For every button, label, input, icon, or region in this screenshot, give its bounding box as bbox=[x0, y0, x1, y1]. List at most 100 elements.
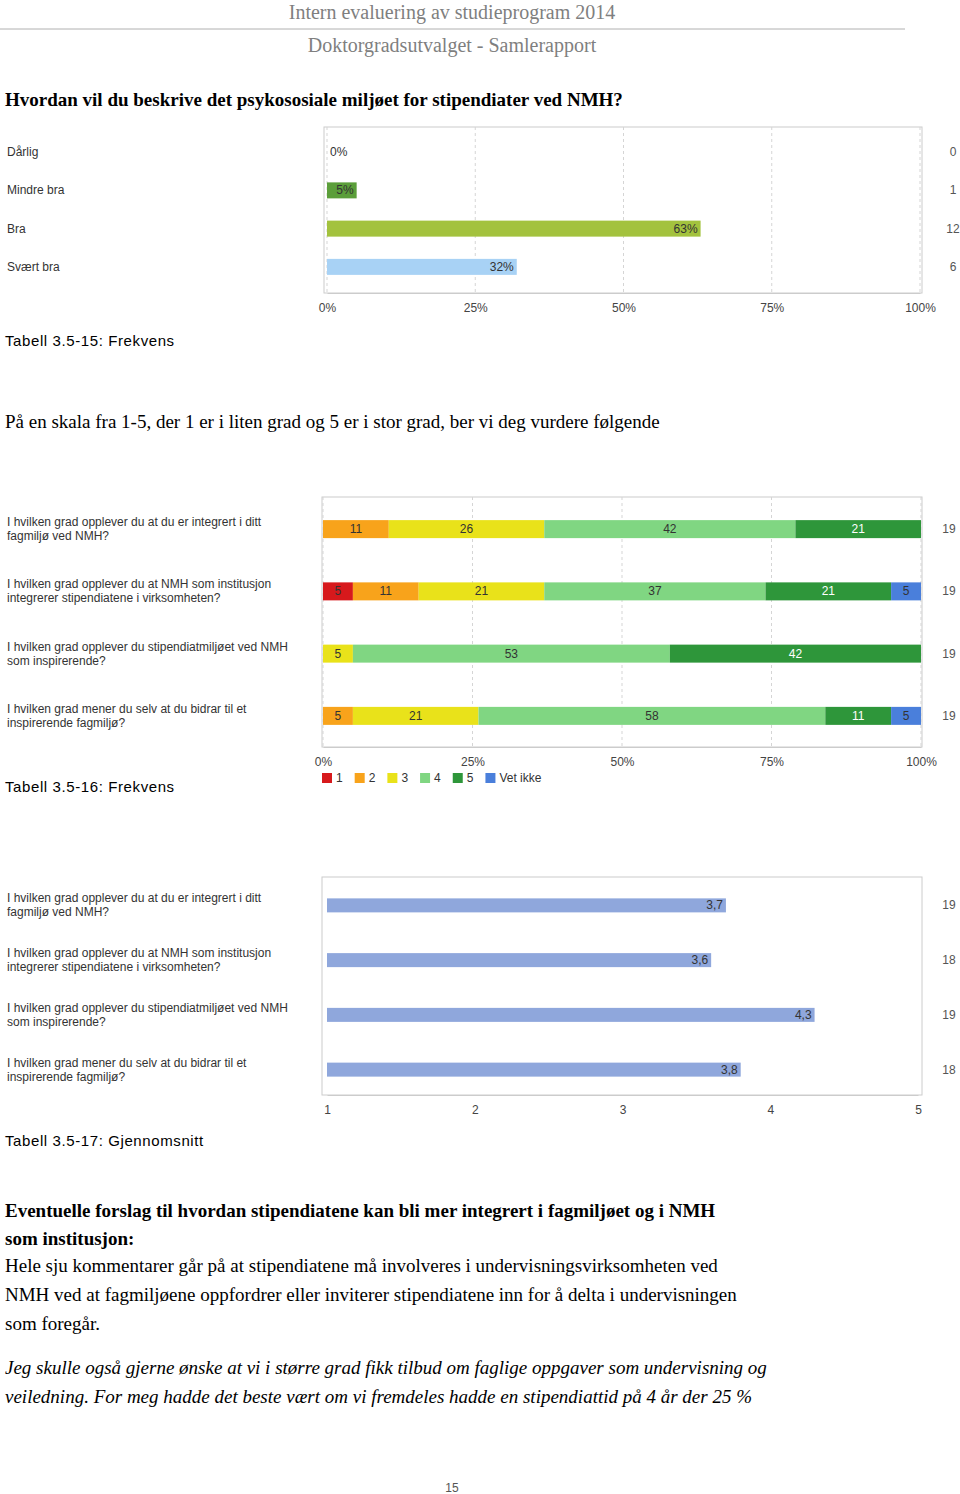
legend-swatch bbox=[453, 773, 463, 783]
data-label: 0% bbox=[330, 145, 348, 159]
bars bbox=[323, 520, 921, 725]
count-label: 18 bbox=[942, 953, 956, 967]
count-label: 19 bbox=[942, 709, 956, 723]
bar-segment bbox=[323, 707, 353, 725]
page-header: Intern evaluering av studieprogram 2014D… bbox=[0, 1, 905, 57]
legend-swatch bbox=[485, 773, 495, 783]
category-labels: I hvilken grad opplever du at du er inte… bbox=[7, 891, 288, 1083]
data-labels: 0%5%63%32% bbox=[330, 145, 698, 274]
tick: 2 bbox=[472, 1095, 479, 1117]
data-label: 21 bbox=[409, 709, 423, 723]
section-heading: Eventuelle forslag til hvordan stipendia… bbox=[5, 1200, 715, 1221]
data-label: 3,7 bbox=[706, 898, 723, 912]
bar bbox=[327, 221, 701, 237]
axis-line bbox=[324, 747, 922, 748]
tick: 50% bbox=[612, 293, 636, 315]
tick: 0% bbox=[315, 747, 333, 769]
bar-segment bbox=[353, 645, 670, 663]
tick: 75% bbox=[760, 747, 784, 769]
bar-segment bbox=[795, 520, 921, 538]
paragraph-line: Hele sju kommentarer går på at stipendia… bbox=[5, 1255, 718, 1276]
legend-swatch bbox=[387, 773, 397, 783]
bar-segment bbox=[544, 520, 795, 538]
count-label: 19 bbox=[942, 584, 956, 598]
data-label: 11 bbox=[380, 584, 393, 598]
legend-entry: 4 bbox=[434, 771, 441, 785]
category-label: Svært bra bbox=[7, 260, 60, 274]
bar-segment bbox=[389, 520, 544, 538]
bar bbox=[327, 1063, 741, 1077]
bars bbox=[327, 898, 815, 1076]
bar-segment bbox=[323, 520, 389, 538]
page-canvas: Intern evaluering av studieprogram 2014 D… bbox=[0, 0, 960, 1494]
count-label: 19 bbox=[942, 647, 956, 661]
grid-line bbox=[623, 127, 624, 293]
bar-segment bbox=[891, 582, 921, 600]
category-label: I hvilken grad mener du selv at du bidra… bbox=[7, 1056, 247, 1084]
counts: 01126 bbox=[946, 145, 960, 274]
tick: 0% bbox=[319, 293, 337, 315]
tick: 1 bbox=[324, 1095, 331, 1117]
count-label: 6 bbox=[950, 260, 957, 274]
tick-label: 50% bbox=[610, 755, 634, 769]
category-labels: I hvilken grad opplever du at du er inte… bbox=[7, 515, 288, 730]
quote-line: Jeg skulle også gjerne ønske at vi i stø… bbox=[5, 1357, 767, 1378]
count-label: 18 bbox=[942, 1063, 956, 1077]
page: Intern evaluering av studieprogram 2014 D… bbox=[0, 0, 960, 1494]
plot-frame bbox=[322, 497, 922, 747]
count-label: 0 bbox=[950, 145, 957, 159]
data-label: 63% bbox=[674, 222, 698, 236]
tick-label: 25% bbox=[461, 755, 485, 769]
chart: 0%25%50%75%100%5111152621521423753582121… bbox=[7, 497, 956, 785]
grid-line bbox=[771, 127, 772, 293]
counts: 19181918 bbox=[942, 898, 956, 1076]
legend-entry: 1 bbox=[336, 771, 343, 785]
axis-line bbox=[328, 293, 921, 294]
bar-segment bbox=[544, 582, 765, 600]
category-label: Dårlig bbox=[7, 145, 38, 159]
data-label: 5 bbox=[903, 709, 910, 723]
tick: 100% bbox=[905, 293, 936, 315]
bar-segment bbox=[323, 645, 353, 663]
chart: 0%25%50%75%100%0%5%63%32%DårligMindre br… bbox=[7, 127, 960, 315]
bar-segment bbox=[478, 707, 825, 725]
data-label: 5% bbox=[336, 183, 354, 197]
tick-label: 100% bbox=[906, 755, 937, 769]
chart: 123453,73,64,33,8I hvilken grad opplever… bbox=[7, 877, 956, 1117]
tick-label: 0% bbox=[319, 301, 337, 315]
bar bbox=[327, 259, 517, 275]
bar bbox=[327, 898, 726, 912]
data-label: 42 bbox=[789, 647, 803, 661]
bar-segment bbox=[825, 707, 891, 725]
tick-label: 50% bbox=[612, 301, 636, 315]
data-label: 21 bbox=[852, 522, 866, 536]
paragraph-line: som foregår. bbox=[5, 1313, 100, 1334]
data-label: 26 bbox=[460, 522, 474, 536]
count-label: 19 bbox=[942, 522, 956, 536]
tick-label: 0% bbox=[315, 755, 333, 769]
category-label: I hvilken grad opplever du stipendiatmil… bbox=[7, 640, 288, 668]
data-labels: 3,73,64,33,8 bbox=[691, 898, 811, 1076]
axis-line bbox=[328, 1095, 919, 1096]
plot-frame bbox=[324, 127, 922, 293]
intro-text: På en skala fra 1-5, der 1 er i liten gr… bbox=[5, 411, 660, 432]
section-heading: som institusjon: bbox=[5, 1228, 134, 1249]
legend-swatch bbox=[420, 773, 430, 783]
category-label: Mindre bra bbox=[7, 183, 65, 197]
legend: 12345Vet ikke bbox=[322, 771, 542, 785]
grid bbox=[323, 497, 921, 747]
category-label: I hvilken grad mener du selv at du bidra… bbox=[7, 702, 247, 730]
grid-line bbox=[920, 127, 921, 293]
tick-label: 75% bbox=[760, 755, 784, 769]
tick-label: 4 bbox=[767, 1103, 774, 1117]
x-axis: 12345 bbox=[324, 1095, 922, 1117]
x-axis: 0% 25% 50% 75% 100% bbox=[315, 747, 937, 769]
quote-line: veiledning. For meg hadde det beste vært… bbox=[5, 1386, 752, 1407]
data-label: 37 bbox=[648, 584, 662, 598]
category-label: I hvilken grad opplever du at du er inte… bbox=[7, 891, 262, 919]
category-label: I hvilken grad opplever du at du er inte… bbox=[7, 515, 262, 543]
x-axis: 0%25%50%75%100% bbox=[319, 293, 936, 315]
header-title: Intern evaluering av studieprogram 2014 bbox=[289, 1, 616, 24]
data-label: 21 bbox=[822, 584, 836, 598]
bars bbox=[327, 182, 701, 275]
